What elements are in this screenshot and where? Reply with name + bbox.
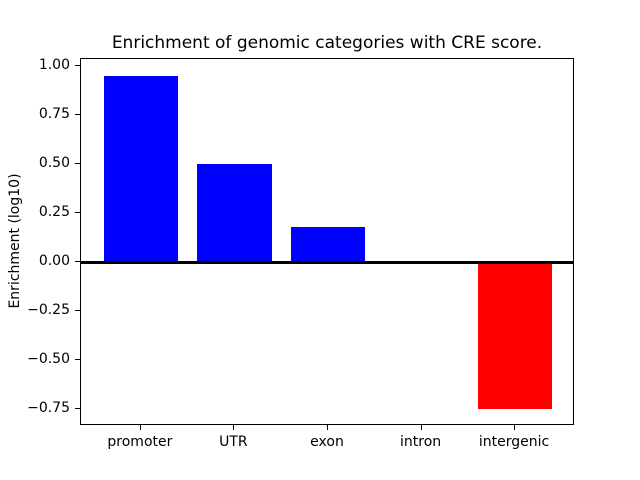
y-tick-label: 0.25 xyxy=(38,204,70,221)
y-tick-label: 0.75 xyxy=(38,105,70,122)
x-tick-mark xyxy=(139,425,141,430)
x-tick-label-promoter: promoter xyxy=(107,434,173,450)
y-tick-label: 1.00 xyxy=(38,56,70,73)
x-tick-label-intron: intron xyxy=(400,434,442,450)
y-tick-mark xyxy=(75,64,80,66)
bar-intergenic xyxy=(477,262,553,410)
bar-promoter xyxy=(103,75,179,263)
y-tick-label: 0.50 xyxy=(38,155,70,171)
x-tick-mark xyxy=(327,425,328,430)
y-tick-label: −0.75 xyxy=(27,400,70,417)
y-tick-mark xyxy=(75,113,80,115)
x-tick-label-intergenic: intergenic xyxy=(478,434,550,450)
y-tick-mark xyxy=(75,359,80,361)
zero-line xyxy=(81,260,573,264)
plot-area xyxy=(80,58,574,425)
x-tick-mark xyxy=(233,425,235,430)
x-tick-label-UTR: UTR xyxy=(219,434,248,450)
y-axis-label: Enrichment (log10) xyxy=(7,173,23,309)
y-tick-mark xyxy=(75,212,80,214)
x-tick-mark xyxy=(514,425,516,430)
bar-exon xyxy=(290,226,366,263)
y-tick-mark xyxy=(75,163,80,164)
chart-title: Enrichment of genomic categories with CR… xyxy=(111,33,543,53)
y-tick-mark xyxy=(75,261,80,263)
bar-UTR xyxy=(197,164,272,263)
y-tick-label: −0.50 xyxy=(27,351,70,368)
y-tick-label: −0.25 xyxy=(27,302,70,319)
y-tick-mark xyxy=(75,310,80,312)
x-tick-label-exon: exon xyxy=(310,434,344,450)
y-tick-label: 0.00 xyxy=(38,253,70,270)
x-tick-mark xyxy=(420,425,422,430)
y-tick-mark xyxy=(75,408,80,410)
